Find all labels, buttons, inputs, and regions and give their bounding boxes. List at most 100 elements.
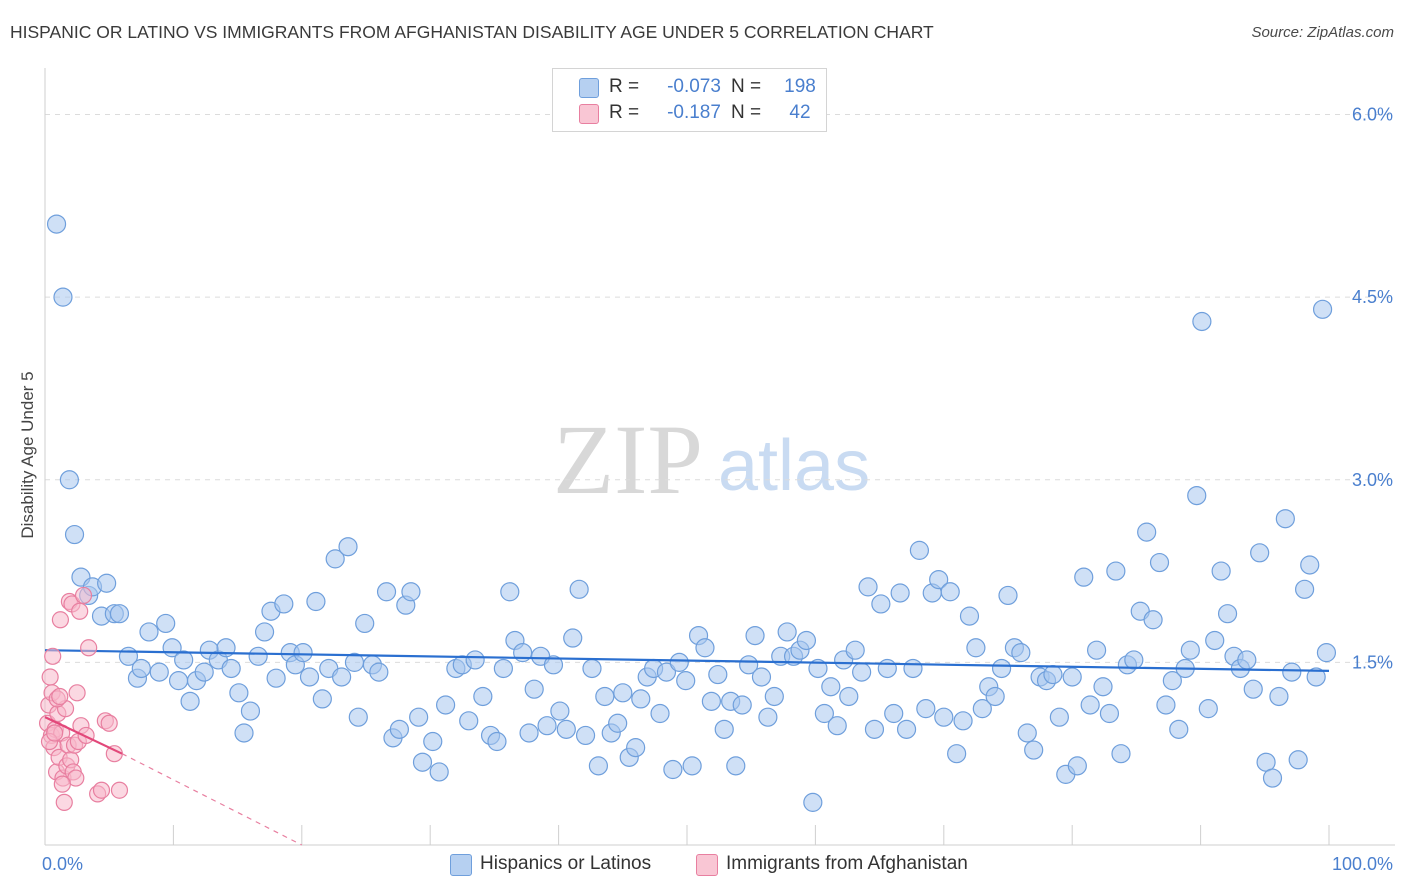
data-point [1250,543,1270,563]
data-point [708,664,728,685]
data-point [934,707,954,727]
data-point [991,658,1012,679]
grid-lines [45,114,1395,663]
y-tick-label: 3.0% [1352,470,1393,490]
series-hispanic [44,214,1337,812]
data-point [972,699,992,719]
x-tick-labels: 0.0% 100.0% [42,854,1393,874]
data-point [64,524,85,545]
data-point [1211,561,1231,581]
data-point [1243,679,1263,699]
data-point [556,719,576,739]
data-point [929,569,949,590]
data-point [77,726,95,745]
data-point [180,691,200,711]
data-point [240,701,261,721]
data-point [1074,567,1094,587]
legend-swatch-afghanistan [696,854,718,876]
data-point [389,719,409,739]
legend-n-label: N = [731,102,762,123]
data-point [487,731,507,752]
data-point [59,470,79,490]
data-point [429,762,449,782]
data-point [519,723,539,743]
data-point [74,586,93,605]
data-point [1011,643,1031,663]
data-point [109,604,130,624]
watermark-zip: ZIP [553,404,703,515]
data-point [595,686,615,707]
legend-n-value: 198 [784,76,816,97]
data-point [1262,768,1283,788]
data-point [916,699,936,719]
data-point [864,719,885,739]
stats-legend: R = -0.073 N = 198 R = -0.187 N = 42 [552,68,827,132]
data-point [1024,740,1044,760]
data-point [1062,667,1082,687]
data-point [1205,630,1225,651]
data-point [676,671,696,691]
data-point [871,594,891,614]
data-point [1086,640,1107,660]
legend-r-label: R = [609,76,640,97]
data-point [1067,756,1087,776]
watermark: ZIP atlas [553,404,870,515]
data-point [355,613,375,634]
data-point [46,724,64,742]
data-point [985,686,1005,707]
data-point [51,687,69,706]
data-point [254,622,275,642]
data-point [631,689,651,709]
data-point [563,628,583,648]
data-point [758,707,778,727]
axes [44,68,1395,846]
data-point [1275,509,1295,529]
data-point [53,287,73,307]
data-point [524,679,544,699]
data-point [1237,650,1257,670]
data-point [701,691,721,711]
data-point [473,686,493,707]
data-point [1106,561,1126,581]
data-point [626,738,646,758]
data-point [234,723,254,743]
data-point [53,775,71,793]
data-point [1288,750,1308,770]
data-point [44,647,62,665]
data-point [663,759,683,780]
data-point [1143,610,1163,630]
y-tick-labels: 1.5% 3.0% 4.5% 6.0% [1352,105,1393,673]
data-point [827,716,847,736]
data-point [436,695,456,715]
data-point [194,662,214,682]
data-point [669,652,689,672]
data-point [682,756,702,776]
data-point [613,683,633,703]
y-tick-label: 4.5% [1352,287,1393,307]
data-point [1093,677,1113,697]
legend-r-value: -0.073 [667,76,721,97]
data-point [940,582,960,602]
legend-label-afghanistan: Immigrants from Afghanistan [726,853,968,874]
trend-line [44,649,1330,673]
data-point [764,686,784,707]
y-tick-label: 6.0% [1352,105,1393,125]
data-point [221,658,241,679]
data-point [149,662,169,682]
data-point [959,606,980,626]
data-point [131,658,151,679]
data-point [100,714,118,732]
data-point [1198,699,1218,719]
data-point [68,684,86,702]
data-point [543,655,564,675]
data-point [903,658,923,679]
data-point [229,683,249,703]
data-point [1217,604,1238,624]
data-point [858,577,878,597]
data-point [312,689,332,709]
x-tick-label: 0.0% [42,854,83,874]
data-point [650,703,670,724]
legend-swatch-hispanic [450,854,472,876]
data-point [953,711,973,731]
